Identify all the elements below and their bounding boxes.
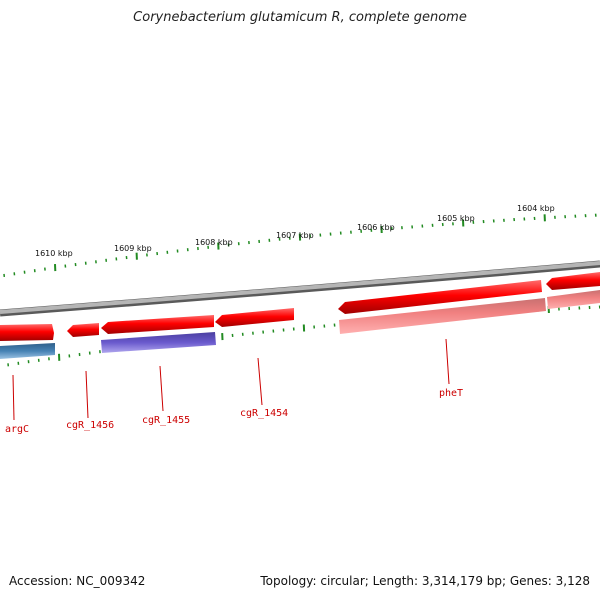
leader-line-cgR_1455 bbox=[159, 365, 164, 412]
leader-line-cgR_1456 bbox=[85, 370, 89, 419]
gene-block-pheS[interactable] bbox=[547, 290, 600, 309]
leader-line-cgR_1454 bbox=[257, 357, 263, 406]
gene-arrow-cgR_1456[interactable] bbox=[67, 323, 99, 337]
genome-backbone bbox=[0, 261, 600, 314]
gene-block-argC[interactable] bbox=[0, 343, 55, 359]
scale-label-1606: 1606 kbp bbox=[357, 223, 395, 232]
scale-label-1610: 1610 kbp bbox=[35, 249, 73, 258]
page-title: Corynebacterium glutamicum R, complete g… bbox=[133, 10, 467, 25]
gene-arrow-argC-region[interactable] bbox=[0, 324, 54, 341]
gene-label-cgR_1456: cgR_1456 bbox=[66, 420, 114, 431]
scale-label-1608: 1608 kbp bbox=[195, 238, 233, 247]
topology-text: Topology: circular; Length: 3,314,179 bp… bbox=[260, 574, 590, 588]
scale-label-1607: 1607 kbp bbox=[276, 231, 314, 240]
leader-line-argC bbox=[12, 374, 15, 421]
gene-label-pheT: pheT bbox=[439, 388, 463, 399]
gene-arrow-cgR_1454[interactable] bbox=[215, 308, 294, 327]
accession-text: Accession: NC_009342 bbox=[9, 574, 146, 588]
gene-block-pheT[interactable] bbox=[339, 298, 546, 334]
outer-scale-ticks bbox=[3, 213, 597, 277]
gene-label-cgR_1454: cgR_1454 bbox=[240, 408, 288, 419]
scale-label-1604: 1604 kbp bbox=[517, 204, 555, 213]
gene-arrow-next[interactable] bbox=[546, 272, 600, 290]
gene-label-cgR_1455: cgR_1455 bbox=[142, 415, 190, 426]
gene-label-argC: argC bbox=[5, 424, 29, 435]
gene-arrow-cgR_1455-forward[interactable] bbox=[101, 315, 214, 334]
gene-block-cgR_1455[interactable] bbox=[101, 332, 216, 353]
scale-label-1605: 1605 kbp bbox=[437, 214, 475, 223]
gene-arrow-pheT-forward[interactable] bbox=[338, 280, 542, 314]
scale-label-1609: 1609 kbp bbox=[114, 244, 152, 253]
leader-line-pheT bbox=[445, 338, 450, 385]
